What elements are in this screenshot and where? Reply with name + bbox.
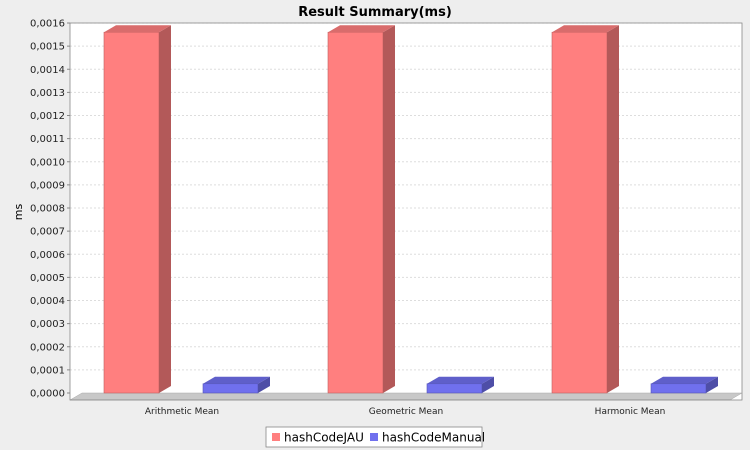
plot-border <box>69 22 743 401</box>
bar <box>327 25 395 394</box>
bar-side <box>159 25 171 393</box>
bar-side <box>706 376 718 393</box>
bar-side <box>607 25 619 393</box>
y-tick-label: 0,0001 <box>30 365 65 376</box>
plot-area: 0,0000 0,0001 0,0002 0,0003 0,0004 0,0005 0,00… <box>30 19 743 417</box>
chart-floor <box>69 392 743 401</box>
bar-side <box>383 25 395 393</box>
legend: hashCodeJAU hashCodeManual <box>265 426 485 448</box>
y-tick-label: 0,0006 <box>30 250 65 261</box>
legend-label: hashCodeManual <box>382 431 485 445</box>
y-tick-label: 0,0007 <box>30 227 65 238</box>
bar-top <box>203 376 270 384</box>
x-tick-label: Geometric Mean <box>369 407 443 417</box>
y-axis-label: ms <box>12 204 25 221</box>
bar-side <box>258 376 270 393</box>
y-tick-label: 0,0004 <box>30 296 65 307</box>
bar-top <box>427 376 494 384</box>
bar <box>551 25 619 394</box>
bar-front <box>327 31 384 394</box>
bar-top <box>328 25 395 33</box>
bar-front <box>202 383 259 394</box>
y-tick-label: 0,0000 <box>30 389 65 400</box>
legend-swatch <box>370 433 378 441</box>
bar <box>103 25 171 394</box>
y-tick-label: 0,0002 <box>30 342 65 353</box>
legend-label: hashCodeJAU <box>284 431 364 445</box>
bar <box>426 376 494 394</box>
bar-top <box>651 376 718 384</box>
chart-title: Result Summary(ms) <box>298 5 452 20</box>
bar <box>202 376 270 394</box>
bar-front <box>426 383 483 394</box>
y-tick-label: 0,0015 <box>30 42 65 53</box>
y-tick-label: 0,0011 <box>30 134 65 145</box>
bar-front <box>551 31 608 394</box>
legend-swatch <box>272 433 280 441</box>
plot-background <box>70 23 742 400</box>
y-tick-label: 0,0016 <box>30 19 65 30</box>
y-tick-label: 0,0003 <box>30 319 65 330</box>
bar-top <box>552 25 619 33</box>
y-tick-label: 0,0010 <box>30 157 65 168</box>
y-tick-label: 0,0014 <box>30 65 65 76</box>
x-tick-label: Arithmetic Mean <box>145 407 219 417</box>
bar-front <box>650 383 707 394</box>
y-tick-label: 0,0005 <box>30 273 65 284</box>
y-tick-label: 0,0009 <box>30 180 65 191</box>
y-tick-label: 0,0013 <box>30 88 65 99</box>
bar-front <box>103 31 160 394</box>
bar <box>650 376 718 394</box>
bar-top <box>104 25 171 33</box>
x-tick-label: Harmonic Mean <box>595 407 666 417</box>
bar-side <box>482 376 494 393</box>
y-tick-label: 0,0012 <box>30 111 65 122</box>
y-tick-label: 0,0008 <box>30 204 65 215</box>
